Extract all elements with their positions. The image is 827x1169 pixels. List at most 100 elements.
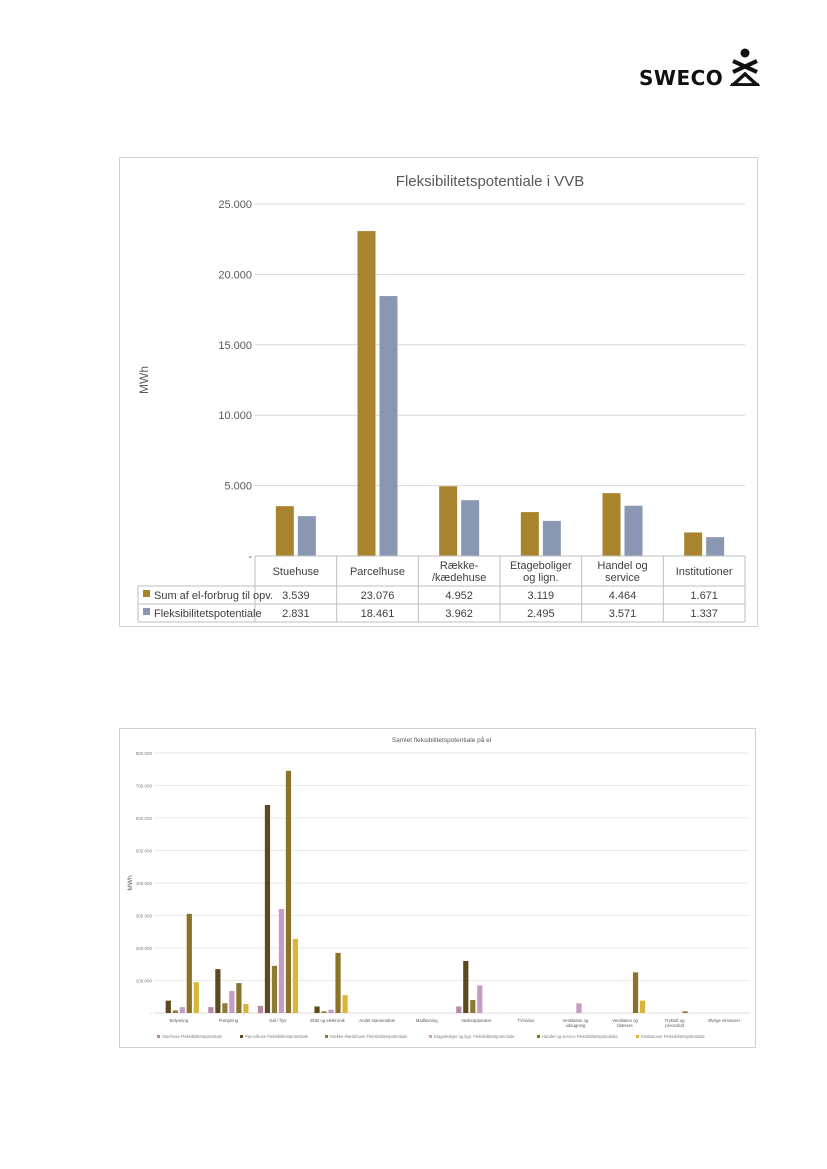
y-tick-label: - (248, 551, 252, 563)
y-axis-label: MWh (127, 875, 134, 891)
legend-label: Parcelhuse Fleksibilitetspotentiale (245, 1034, 309, 1039)
category-label: Stuehuse (273, 566, 319, 578)
category-label: Parcelhuse (350, 566, 405, 578)
y-axis-label: MWh (137, 366, 151, 394)
category-label: Række-/kædehuse (432, 560, 486, 584)
y-tick-label: 25.000 (218, 199, 252, 211)
bar (379, 296, 398, 556)
category-label: Ventilation og blæsere (612, 1018, 638, 1028)
y-tick-label: 300.000 (136, 914, 153, 919)
bar (243, 1003, 249, 1013)
bar (342, 995, 348, 1013)
bar (576, 1003, 582, 1013)
legend-label: Etageboliger og lign. Fleksibilitetspote… (434, 1034, 515, 1039)
bar (684, 532, 703, 556)
bar (285, 770, 292, 1013)
legend-label: Sum af el-forbrug til opv. (154, 590, 273, 602)
bar (314, 1006, 320, 1013)
bar (271, 965, 278, 1013)
bar (292, 938, 299, 1013)
bar (682, 1011, 688, 1013)
y-tick-label: 5.000 (224, 481, 252, 493)
bar (335, 952, 341, 1013)
bar (257, 1005, 264, 1013)
category-label: Madlavning (416, 1018, 439, 1023)
y-tick-label: - (151, 1011, 153, 1016)
bar (222, 1003, 228, 1013)
bar (215, 969, 221, 1013)
category-label: Andet stamemdele (359, 1018, 395, 1023)
data-label: 1.671 (690, 590, 718, 602)
data-label: 3.119 (527, 590, 554, 602)
bar (186, 913, 192, 1013)
y-tick-label: 200.000 (136, 946, 153, 951)
y-tick-label: 20.000 (218, 269, 252, 281)
vvb-chart: Fleksibilitetspotentiale i VVB MWh - 5.000 1… (137, 173, 746, 623)
y-tick-label: 10.000 (218, 410, 252, 422)
y-tick-label: 400.000 (136, 881, 153, 886)
data-label: 3.539 (282, 590, 310, 602)
bar (229, 990, 235, 1013)
data-label: 3.962 (445, 608, 473, 620)
vvb-chart-panel: Fleksibilitetspotentiale i VVB MWh - 5.000 1… (119, 157, 758, 627)
bar (439, 486, 458, 556)
category-label: Belysning (169, 1018, 188, 1023)
bar (275, 506, 294, 556)
category-label: Øvrige elmotorer (708, 1018, 741, 1023)
data-label: 1.337 (690, 608, 718, 620)
legend-label: Institutioner Fleksibilitetspotentiale (641, 1034, 705, 1039)
bar (624, 505, 643, 556)
data-label: 3.571 (609, 608, 637, 620)
legend-swatch (143, 608, 150, 615)
bar (264, 805, 271, 1013)
category-label: Etageboliger og lign. (510, 560, 572, 584)
sweco-figure-icon (730, 48, 760, 86)
category-label: Pumpning (219, 1018, 239, 1023)
chart-title: Fleksibilitetspotentiale i VVB (396, 173, 584, 190)
bar (208, 1007, 214, 1013)
bar (520, 512, 539, 556)
data-label: 2.831 (282, 608, 310, 620)
data-label: 4.464 (609, 590, 637, 602)
category-label: Trykluft og procesluft (665, 1018, 686, 1028)
legend-swatch (157, 1035, 160, 1038)
data-label: 23.076 (361, 590, 395, 602)
el-chart: Samlet fleksibilitetspotentiale på el MWh… (127, 736, 749, 1039)
bar (278, 909, 285, 1013)
bar (477, 985, 483, 1013)
y-tick-label: 15.000 (218, 340, 252, 352)
data-label: 2.495 (527, 608, 555, 620)
category-label: Handel og service (597, 560, 647, 584)
data-label: 18.461 (361, 608, 395, 620)
bar (632, 972, 639, 1013)
bar (236, 983, 242, 1013)
bar (193, 982, 199, 1013)
legend-label: Række-/kædehuse Fleksibilitetspotentiale (330, 1034, 408, 1039)
brand-name: SWECO (639, 66, 724, 90)
legend-swatch (143, 590, 150, 597)
category-label: EDB og elektronik (310, 1018, 345, 1023)
y-tick-label: 500.000 (136, 849, 153, 854)
bar (706, 537, 725, 556)
bar (461, 500, 480, 556)
bar (470, 1000, 476, 1013)
legend-swatch (325, 1035, 328, 1038)
bar (297, 516, 316, 556)
sweco-logo: SWECO (636, 46, 764, 90)
category-label: Ventilation og udsugning (563, 1018, 589, 1028)
y-tick-label: 700.000 (136, 784, 153, 789)
legend-swatch (537, 1035, 540, 1038)
y-tick-label: 800.000 (136, 751, 153, 756)
bar (172, 1010, 178, 1013)
data-label: 4.952 (445, 590, 473, 602)
y-tick-label: 100.000 (136, 979, 153, 984)
category-label: Institutioner (676, 566, 733, 578)
bar (321, 1011, 327, 1013)
chart-title: Samlet fleksibilitetspotentiale på el (392, 736, 492, 744)
bar (328, 1009, 334, 1013)
bar (542, 520, 561, 556)
category-label: TV/video (517, 1018, 535, 1023)
bar (602, 493, 621, 556)
bar (456, 1006, 462, 1013)
bar (357, 231, 376, 557)
